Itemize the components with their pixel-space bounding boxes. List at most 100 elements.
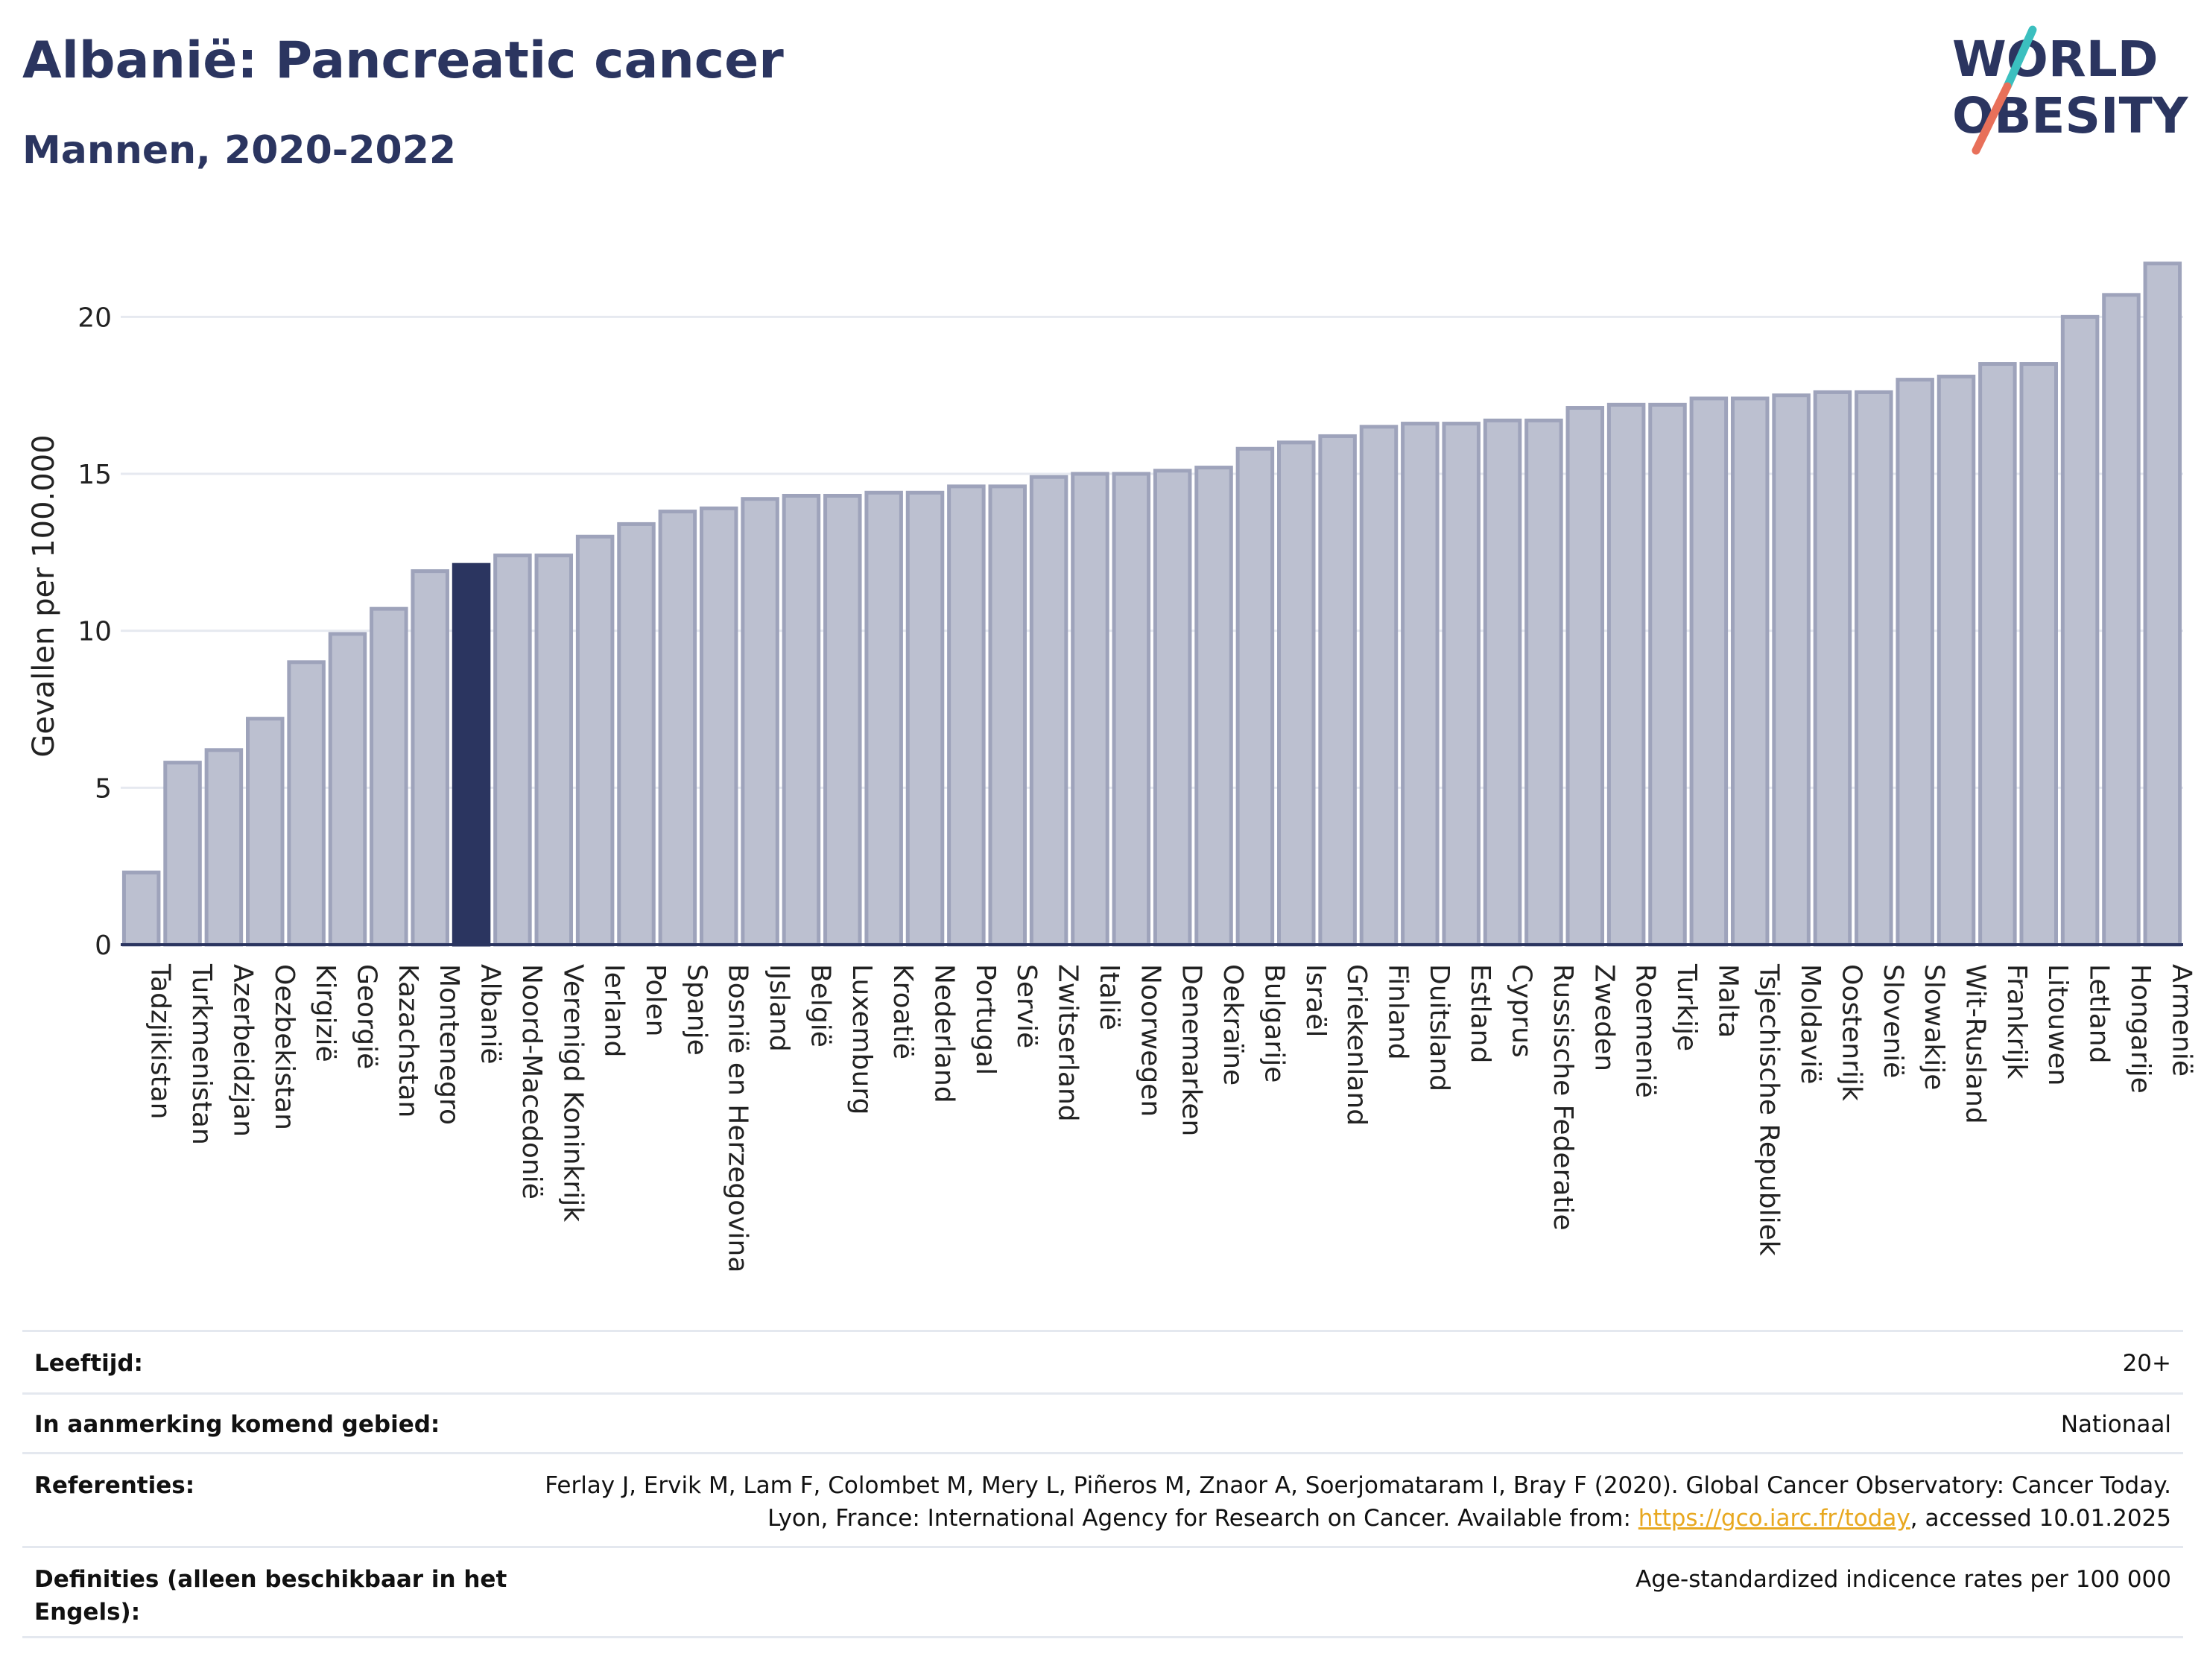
- bar: [204, 748, 244, 947]
- x-tick-label: Denemarken: [1177, 964, 1207, 1136]
- bar: [1730, 396, 1770, 947]
- x-tick-label: Estland: [1465, 964, 1495, 1063]
- info-value-area: Nationaal: [2060, 1411, 2171, 1438]
- x-tick-label: Servië: [1011, 964, 1042, 1048]
- x-tick-label: Slowakije: [1919, 964, 1949, 1090]
- x-tick-label: Slovenië: [1878, 964, 1908, 1078]
- y-tick-label: 15: [77, 460, 112, 490]
- bar: [163, 761, 202, 947]
- info-value-definitions: Age-standardized indicence rates per 100…: [1635, 1566, 2171, 1593]
- bar: [1978, 362, 2017, 947]
- x-tick-label: Hongarije: [2125, 964, 2156, 1094]
- bar: [1112, 472, 1151, 947]
- bar: [534, 554, 574, 947]
- y-axis-label: Gevallen per 100.000: [27, 434, 61, 757]
- x-tick-label: Oezbekistan: [269, 964, 300, 1130]
- x-tick-label: Duitsland: [1424, 964, 1454, 1091]
- logo-line1: WORLD: [1952, 31, 2159, 88]
- info-label-definitions: Definities (alleen beschikbaar in het En…: [34, 1566, 507, 1626]
- bar: [575, 534, 615, 947]
- x-tick-label: Moldavië: [1795, 964, 1825, 1084]
- bar: [2019, 362, 2058, 947]
- x-tick-label: Montenegro: [434, 964, 464, 1125]
- info-value-references: Ferlay J, Ervik M, Lam F, Colombet M, Me…: [532, 1469, 2183, 1535]
- x-tick-label: Polen: [640, 964, 671, 1036]
- info-label-area: In aanmerking komend gebied:: [34, 1411, 440, 1438]
- x-tick-label: Tadzjikistan: [145, 963, 176, 1119]
- bar: [741, 497, 779, 947]
- reference-accessed: , accessed 10.01.2025: [1910, 1505, 2171, 1532]
- bar: [1194, 466, 1233, 947]
- bar: [121, 870, 161, 947]
- chart-subtitle: Mannen, 2020-2022: [22, 128, 457, 173]
- bar: [1689, 396, 1729, 947]
- x-tick-label: Turkmenistan: [186, 963, 217, 1145]
- x-tick-label: Letland: [2084, 964, 2115, 1063]
- bar: [1937, 374, 1976, 947]
- bar: [2143, 261, 2182, 947]
- x-tick-label: Russische Federatie: [1548, 964, 1578, 1231]
- bar: [411, 569, 449, 947]
- x-tick-label: Noord-Macedonië: [516, 964, 547, 1199]
- x-tick-label: Oekraïne: [1217, 964, 1248, 1085]
- x-tick-label: Oostenrijk: [1836, 964, 1866, 1101]
- x-tick-label: Ierland: [599, 964, 630, 1057]
- y-tick-label: 10: [77, 617, 112, 647]
- logo-slash-coral: [1972, 82, 2012, 155]
- info-row-definitions: Definities (alleen beschikbaar in het En…: [22, 1546, 2183, 1638]
- bar: [1153, 469, 1192, 947]
- bar: [947, 484, 986, 947]
- x-tick-label: Turkije: [1671, 963, 1702, 1051]
- logo-slash-teal: [2003, 25, 2037, 91]
- x-tick-label: Litouwen: [2042, 964, 2073, 1085]
- bar: [1442, 422, 1481, 947]
- bar: [1029, 475, 1068, 947]
- bar: [1855, 390, 1893, 947]
- x-tick-label: Italië: [1094, 964, 1124, 1030]
- info-table: Leeftijd: 20+ In aanmerking komend gebie…: [22, 1330, 2183, 1638]
- bar: [1483, 418, 1522, 947]
- x-tick-label: Portugal: [970, 964, 1001, 1075]
- bar: [2102, 293, 2141, 947]
- bar: [864, 490, 903, 947]
- x-tick-label: Israël: [1300, 964, 1331, 1037]
- y-tick-label: 20: [77, 302, 112, 333]
- x-tick-label: Zweden: [1589, 964, 1619, 1071]
- x-tick-label: Roemenië: [1630, 964, 1661, 1098]
- bar: [1648, 402, 1687, 947]
- bar-highlight: [452, 562, 491, 947]
- bar: [905, 490, 945, 947]
- x-tick-label: Bulgarije: [1258, 964, 1289, 1083]
- bar: [1071, 472, 1109, 947]
- bar: [246, 717, 285, 947]
- bar: [493, 554, 532, 947]
- bars: [121, 261, 2182, 947]
- x-tick-label: Noorwegen: [1135, 964, 1165, 1117]
- bar: [1277, 440, 1316, 947]
- x-tick-label: Nederland: [929, 964, 960, 1103]
- bar: [1235, 446, 1275, 947]
- info-row-area: In aanmerking komend gebied: Nationaal: [22, 1392, 2183, 1452]
- info-label-age: Leeftijd:: [34, 1350, 143, 1377]
- x-tick-label: Azerbeidzjan: [227, 964, 258, 1137]
- reference-link[interactable]: https://gco.iarc.fr/today: [1638, 1505, 1910, 1532]
- x-tick-label: Wit-Rusland: [1960, 964, 1991, 1124]
- x-tick-label: Finland: [1382, 964, 1413, 1060]
- bar: [328, 632, 367, 947]
- bar: [782, 493, 821, 947]
- chart-title: Albanië: Pancreatic cancer: [22, 31, 784, 90]
- y-tick-label: 0: [95, 931, 112, 961]
- bar: [988, 484, 1027, 947]
- x-tick-label: Tsjechische Republiek: [1754, 963, 1785, 1256]
- bar: [370, 606, 408, 947]
- x-tick-label: België: [805, 964, 835, 1047]
- bar: [2060, 314, 2100, 947]
- x-tick-label: IJsland: [764, 964, 794, 1052]
- y-tick-label: 5: [95, 773, 112, 804]
- x-tick-label: Cyprus: [1507, 964, 1537, 1058]
- bar: [1359, 425, 1399, 947]
- world-obesity-logo: WORLD OBESITY: [1952, 25, 2189, 155]
- bar: [1401, 422, 1440, 947]
- x-tick-label: Albanië: [475, 964, 506, 1065]
- x-tick-label: Spanje: [681, 964, 712, 1056]
